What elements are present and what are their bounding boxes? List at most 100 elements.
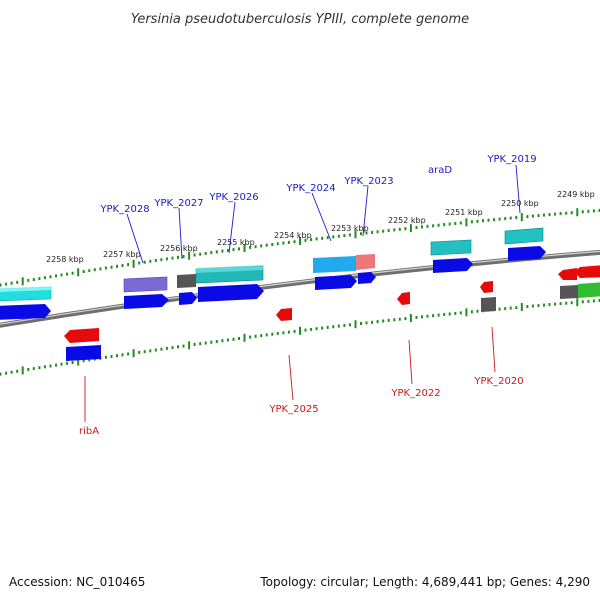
cds-forward[interactable] [508, 246, 546, 261]
minor-tick [116, 264, 118, 268]
minor-tick [104, 355, 107, 359]
gene-label[interactable]: YPK_2020 [473, 376, 523, 387]
minor-tick [60, 362, 63, 366]
minor-tick [93, 268, 96, 272]
gene-label[interactable]: YPK_2028 [99, 204, 149, 215]
minor-tick [10, 281, 13, 285]
minor-tick [376, 320, 379, 324]
cds-reverse[interactable] [397, 292, 410, 305]
gene-label[interactable]: YPK_2025 [268, 404, 318, 415]
minor-tick [371, 230, 374, 234]
minor-tick [337, 324, 340, 328]
minor-tick [110, 265, 113, 269]
gene-label[interactable]: YPK_2026 [208, 192, 258, 203]
leader-line [362, 185, 369, 237]
feature-gray[interactable] [560, 285, 578, 299]
cds-forward[interactable] [179, 292, 197, 305]
feature-highlight [0, 286, 51, 292]
minor-tick [326, 236, 329, 240]
minor-tick [165, 346, 168, 350]
gene-label[interactable]: YPK_2022 [390, 388, 440, 399]
scale-label: 2258 kbp [46, 255, 84, 264]
minor-tick [487, 218, 490, 222]
minor-tick [448, 312, 451, 316]
feature-gray[interactable] [481, 297, 496, 312]
gene-label[interactable]: YPK_2024 [285, 183, 335, 194]
cds-reverse[interactable] [558, 268, 577, 280]
major-tick [409, 224, 412, 233]
minor-tick [476, 219, 479, 223]
minor-tick [515, 216, 518, 220]
minor-tick [82, 270, 85, 273]
minor-tick [382, 229, 385, 233]
feature-green[interactable] [578, 282, 600, 298]
minor-tick [271, 332, 274, 336]
scale-label: 2250 kbp [501, 199, 539, 208]
minor-tick [43, 365, 46, 369]
gene-label[interactable]: araD [428, 165, 452, 176]
cds-reverse[interactable] [480, 281, 493, 293]
minor-tick [0, 372, 2, 376]
minor-tick [432, 314, 435, 318]
minor-tick [559, 302, 562, 306]
minor-tick [581, 300, 584, 304]
leader-line [515, 164, 521, 214]
minor-tick [581, 210, 584, 214]
leader-line [288, 354, 294, 401]
cds-forward[interactable] [433, 258, 473, 273]
minor-tick [343, 323, 346, 327]
scale-label: 2255 kbp [217, 238, 255, 247]
minor-tick [559, 212, 562, 216]
feature-cyan[interactable] [430, 239, 472, 256]
major-tick [243, 333, 246, 342]
minor-tick [531, 214, 534, 218]
minor-tick [393, 318, 396, 322]
minor-tick [315, 237, 318, 241]
major-tick [299, 237, 301, 245]
gene-label[interactable]: ribA [79, 426, 99, 437]
minor-tick [509, 216, 512, 220]
minor-tick [504, 217, 507, 221]
minor-tick [232, 248, 235, 252]
feature-cyan[interactable] [313, 256, 356, 273]
cds-forward[interactable] [66, 345, 101, 361]
minor-tick [531, 304, 534, 308]
minor-tick [432, 224, 435, 228]
minor-tick [337, 234, 340, 238]
minor-tick [5, 282, 8, 286]
cds-forward[interactable] [315, 275, 357, 290]
minor-tick [509, 306, 512, 310]
minor-tick [543, 303, 545, 307]
cds-reverse[interactable] [64, 328, 99, 343]
minor-tick [426, 314, 429, 318]
major-tick [409, 314, 412, 322]
minor-tick [343, 234, 346, 238]
gene-label[interactable]: YPK_2023 [343, 176, 393, 187]
minor-tick [437, 223, 440, 227]
minor-tick [27, 368, 30, 371]
cds-reverse[interactable] [276, 308, 292, 321]
minor-tick [470, 220, 473, 224]
gene-label[interactable]: YPK_2019 [486, 154, 536, 165]
cds-forward[interactable] [124, 294, 169, 309]
minor-tick [393, 228, 396, 232]
cds-forward[interactable] [358, 272, 376, 284]
leader-line [408, 339, 413, 385]
feature-gray[interactable] [177, 274, 196, 288]
feature-pink[interactable] [356, 254, 375, 270]
major-tick [77, 268, 80, 277]
cds-forward[interactable] [198, 284, 264, 302]
cds-forward[interactable] [0, 304, 51, 320]
cds-reverse[interactable] [574, 265, 600, 278]
feature-cyan[interactable] [504, 227, 544, 245]
minor-tick [271, 243, 274, 246]
minor-tick [476, 309, 479, 313]
minor-tick [404, 227, 407, 231]
feature-purple[interactable] [123, 276, 168, 293]
minor-tick [592, 209, 595, 213]
major-tick [576, 208, 579, 217]
minor-tick [276, 332, 279, 335]
minor-tick [348, 323, 351, 327]
gene-label[interactable]: YPK_2027 [153, 198, 203, 209]
